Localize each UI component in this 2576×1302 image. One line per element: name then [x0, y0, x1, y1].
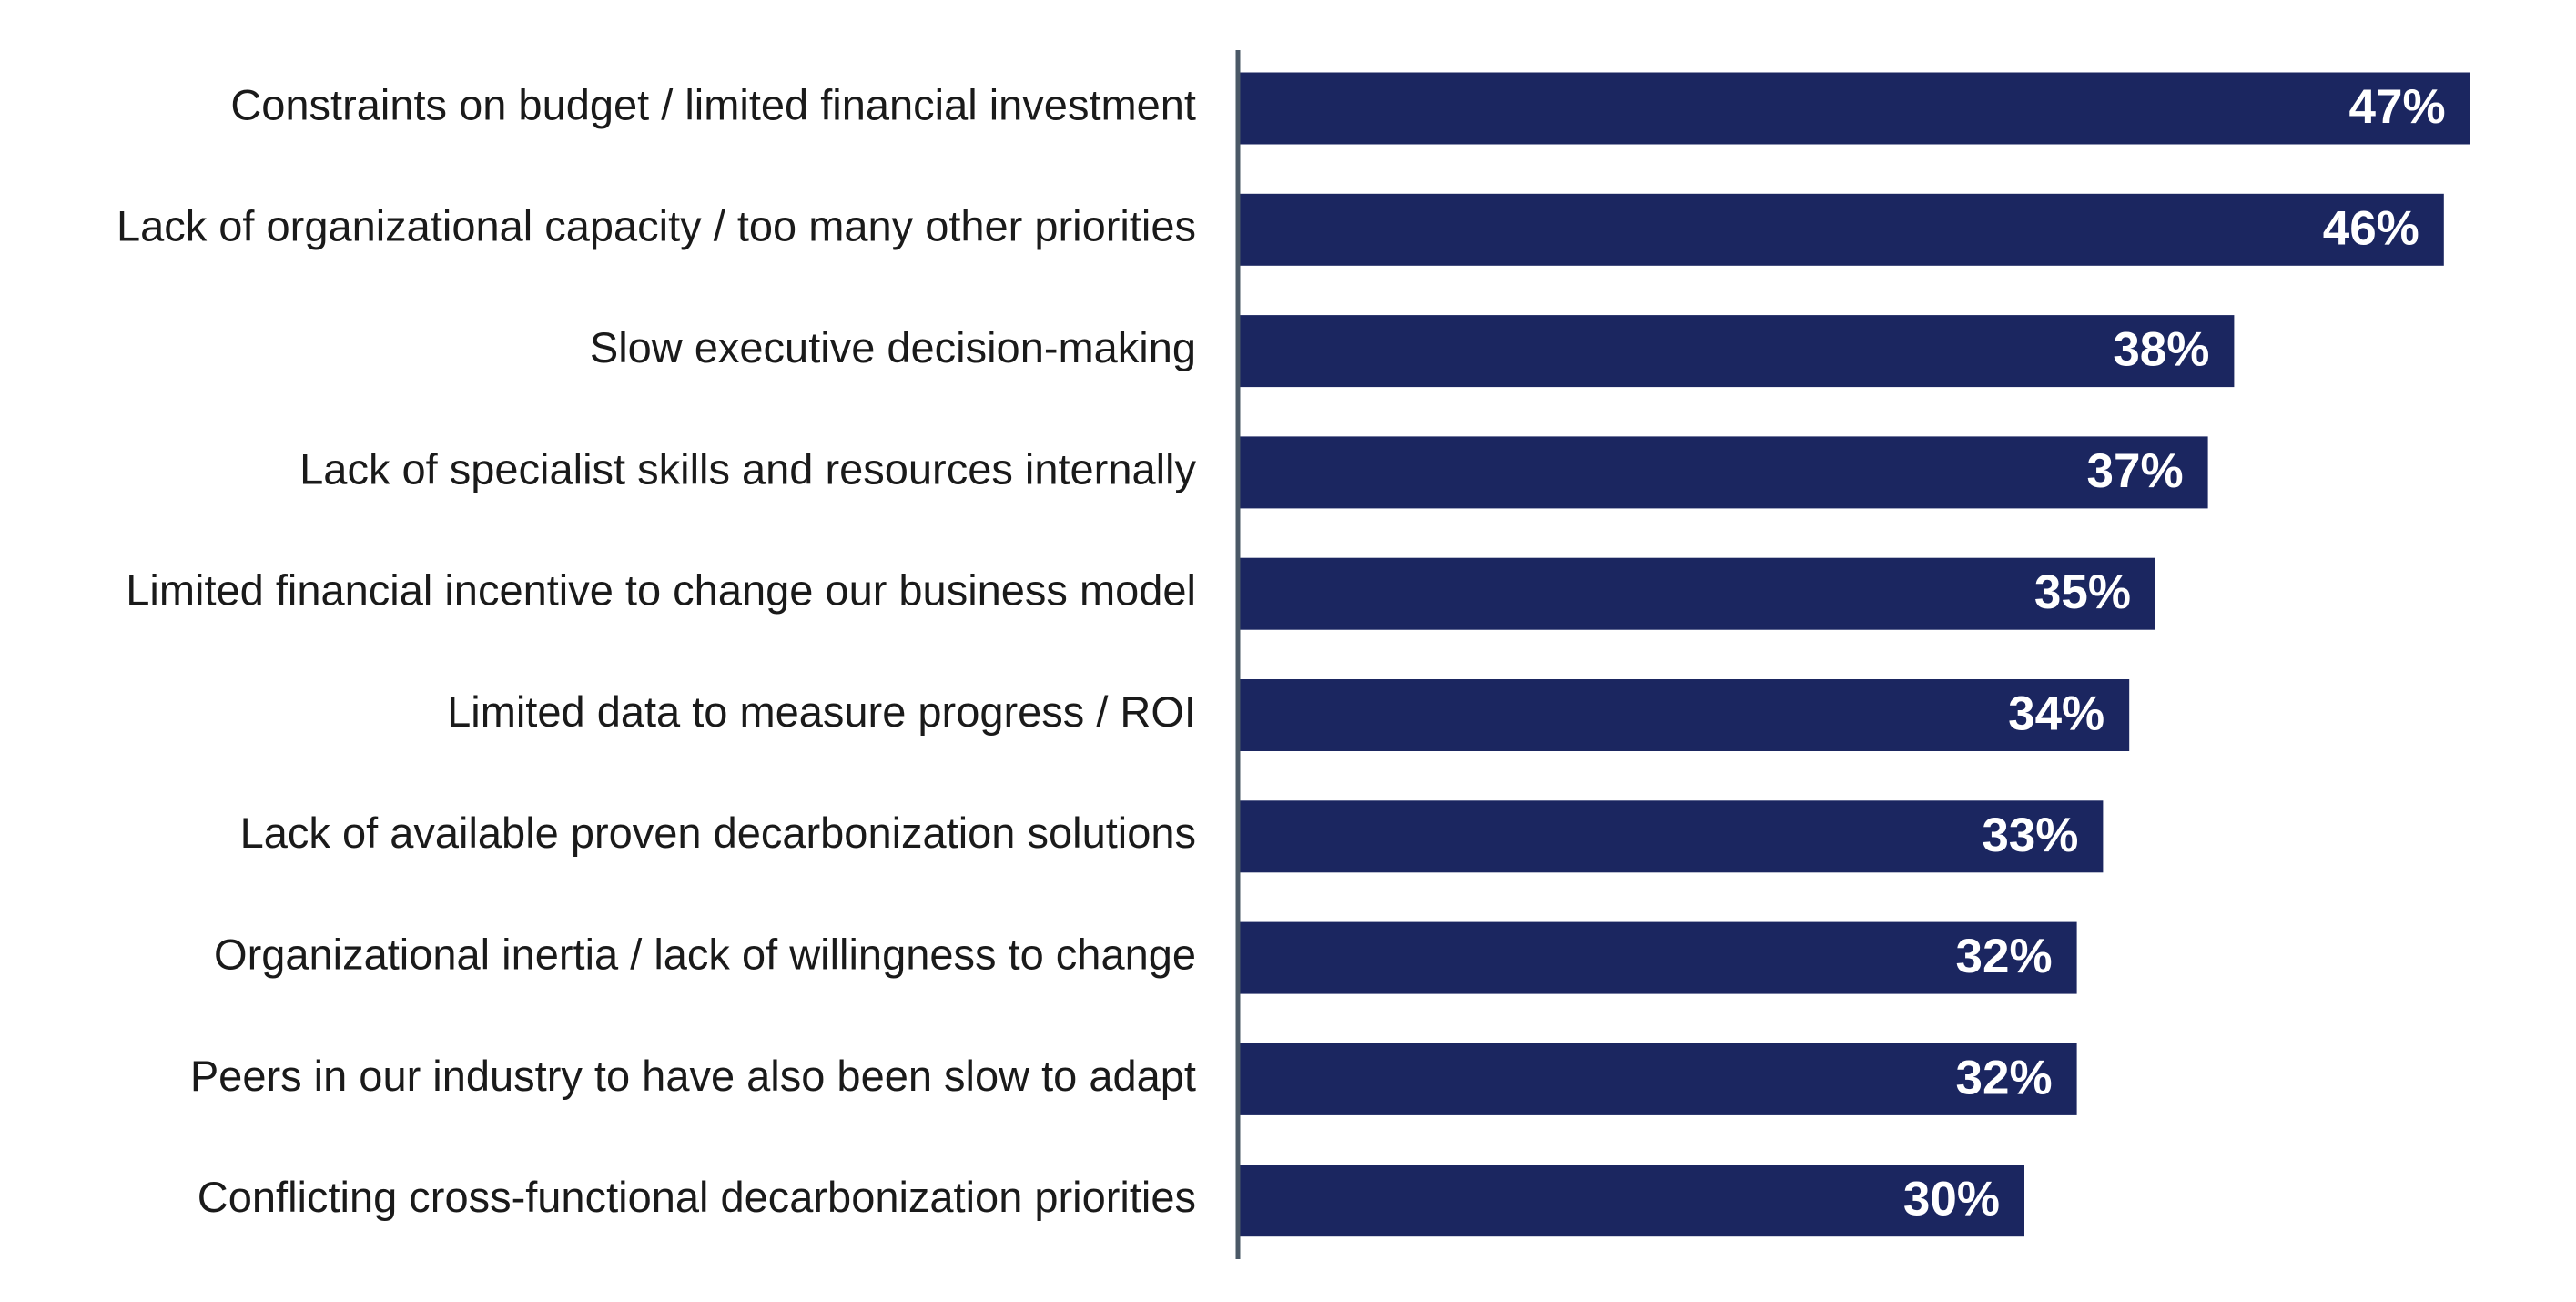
bar — [1238, 679, 2130, 751]
category-label: Slow executive decision-making — [590, 323, 1196, 371]
value-label: 38% — [2113, 323, 2209, 377]
category-label: Conflicting cross-functional decarboniza… — [198, 1173, 1196, 1221]
bar — [1238, 436, 2208, 509]
bar — [1238, 72, 2470, 145]
value-label: 34% — [2008, 687, 2104, 741]
category-label: Lack of available proven decarbonization… — [240, 809, 1196, 857]
bar — [1238, 315, 2235, 388]
bar — [1238, 1165, 2024, 1237]
value-label: 46% — [2323, 201, 2419, 255]
category-label: Organizational inertia / lack of willing… — [214, 931, 1196, 979]
value-label: 47% — [2349, 80, 2446, 134]
category-label: Lack of organizational capacity / too ma… — [117, 202, 1196, 250]
value-label: 35% — [2034, 565, 2131, 619]
bar — [1238, 800, 2104, 873]
bar — [1238, 1043, 2077, 1115]
value-label: 33% — [1982, 809, 2078, 862]
category-label: Lack of specialist skills and resources … — [299, 444, 1196, 493]
category-label: Limited financial incentive to change ou… — [126, 566, 1196, 615]
value-label: 37% — [2087, 444, 2184, 498]
bar — [1238, 921, 2077, 994]
value-label: 32% — [1956, 1051, 2053, 1104]
category-label: Peers in our industry to have also been … — [190, 1052, 1196, 1100]
value-label: 32% — [1956, 930, 2053, 983]
bar — [1238, 557, 2155, 630]
category-label: Limited data to measure progress / ROI — [447, 687, 1196, 736]
category-label: Constraints on budget / limited financia… — [230, 80, 1196, 128]
value-label: 30% — [1903, 1173, 2000, 1226]
bar — [1238, 193, 2444, 266]
